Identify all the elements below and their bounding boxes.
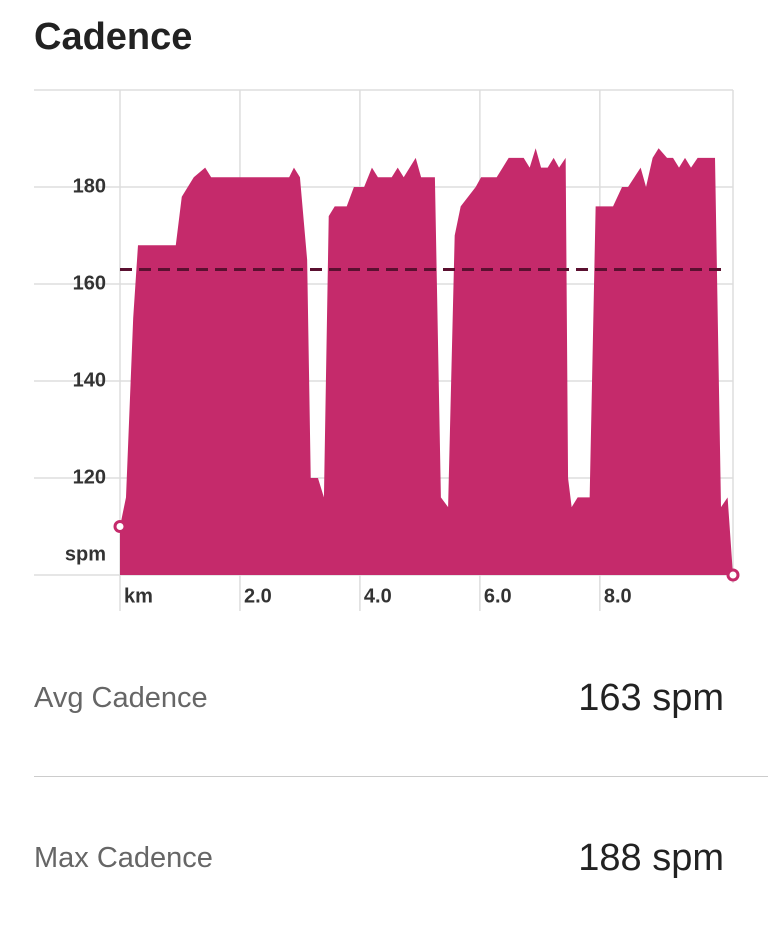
- stat-row: Max Cadence 188 spm: [34, 828, 724, 888]
- endpoint-marker: [113, 520, 127, 533]
- x-tick-label: 2.0: [244, 585, 272, 607]
- cadence-area: [120, 148, 733, 575]
- y-tick-label: 120: [73, 466, 106, 488]
- x-tick-label: 8.0: [604, 585, 632, 607]
- y-tick-label: 160: [73, 272, 106, 294]
- x-tick-label: 6.0: [484, 585, 512, 607]
- stat-label: Avg Cadence: [34, 681, 208, 714]
- stat-label: Max Cadence: [34, 841, 213, 874]
- x-tick-label: 4.0: [364, 585, 392, 607]
- y-tick-label: spm: [65, 543, 106, 565]
- chart: spm 120 140 160 180 km 2.0 4.0 6.0 8.0: [34, 89, 740, 611]
- stat-value: 163 spm: [578, 676, 724, 719]
- y-tick-label: 140: [73, 369, 106, 391]
- stat-row: Avg Cadence 163 spm: [34, 668, 724, 728]
- y-tick-label: 180: [73, 175, 106, 197]
- title: Cadence: [34, 16, 193, 58]
- endpoint-marker: [726, 568, 740, 582]
- divider: [34, 776, 768, 777]
- stat-value: 188 spm: [578, 836, 724, 879]
- x-tick-label: km: [124, 585, 153, 607]
